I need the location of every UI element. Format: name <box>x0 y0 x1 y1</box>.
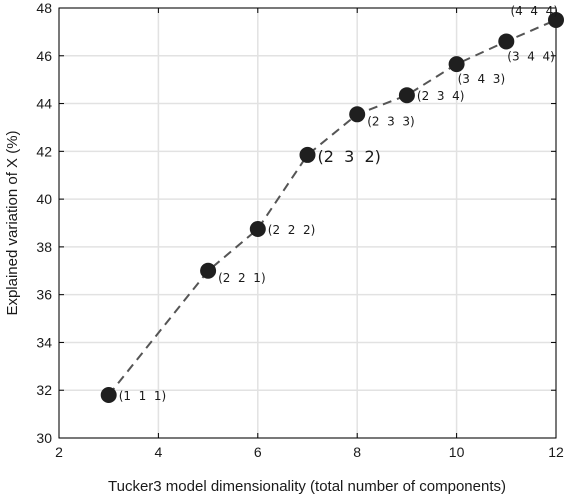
point-label: (2 2 2) <box>268 223 316 237</box>
y-tick-label: 48 <box>36 0 52 16</box>
point-label: (2 3 4) <box>417 89 465 103</box>
y-tick-label: 38 <box>36 239 52 255</box>
y-tick-label: 34 <box>36 334 52 350</box>
data-point <box>448 56 465 73</box>
x-tick-label: 12 <box>548 444 564 460</box>
point-label: (2 3 2) <box>318 147 381 166</box>
x-axis-label: Tucker3 model dimensionality (total numb… <box>108 478 506 495</box>
data-point <box>249 220 266 237</box>
point-labels: (1 1 1) (2 2 1) (2 2 2) (2 3 2) (2 3 3)(2 3 … <box>119 4 558 403</box>
data-point <box>200 262 217 279</box>
data-point <box>100 387 117 403</box>
data-points <box>100 11 564 403</box>
y-tick-label: 36 <box>36 287 52 303</box>
data-point <box>299 146 316 163</box>
plot-frame <box>58 7 557 439</box>
point-label: (2 2 1) <box>218 271 266 285</box>
point-label: (3 4 3) <box>458 72 506 86</box>
y-tick-label: 32 <box>36 382 52 398</box>
x-tick-label: 10 <box>449 444 465 460</box>
data-point <box>349 106 366 123</box>
y-tick-label: 44 <box>36 96 52 112</box>
y-axis: 30 32 34 36 38 40 42 44 46 48 <box>36 0 556 446</box>
data-point <box>548 11 564 28</box>
point-label: (2 3 3) <box>367 114 415 128</box>
y-tick-label: 46 <box>36 48 52 64</box>
point-label: (3 4 4) <box>507 49 555 63</box>
y-tick-label: 40 <box>36 191 52 207</box>
x-tick-label: 4 <box>155 444 163 460</box>
data-point <box>498 33 515 50</box>
y-tick-label: 30 <box>36 430 52 446</box>
point-label: (1 1 1) <box>119 389 167 403</box>
data-point <box>398 87 415 104</box>
x-tick-label: 2 <box>55 444 63 460</box>
x-tick-label: 6 <box>254 444 262 460</box>
x-tick-label: 8 <box>353 444 361 460</box>
x-axis: 2 4 6 8 10 12 <box>55 8 564 460</box>
y-tick-label: 42 <box>36 143 52 159</box>
point-label: (4 4 4) <box>510 4 558 18</box>
y-axis-label: Explained variation of X (%) <box>4 130 21 315</box>
